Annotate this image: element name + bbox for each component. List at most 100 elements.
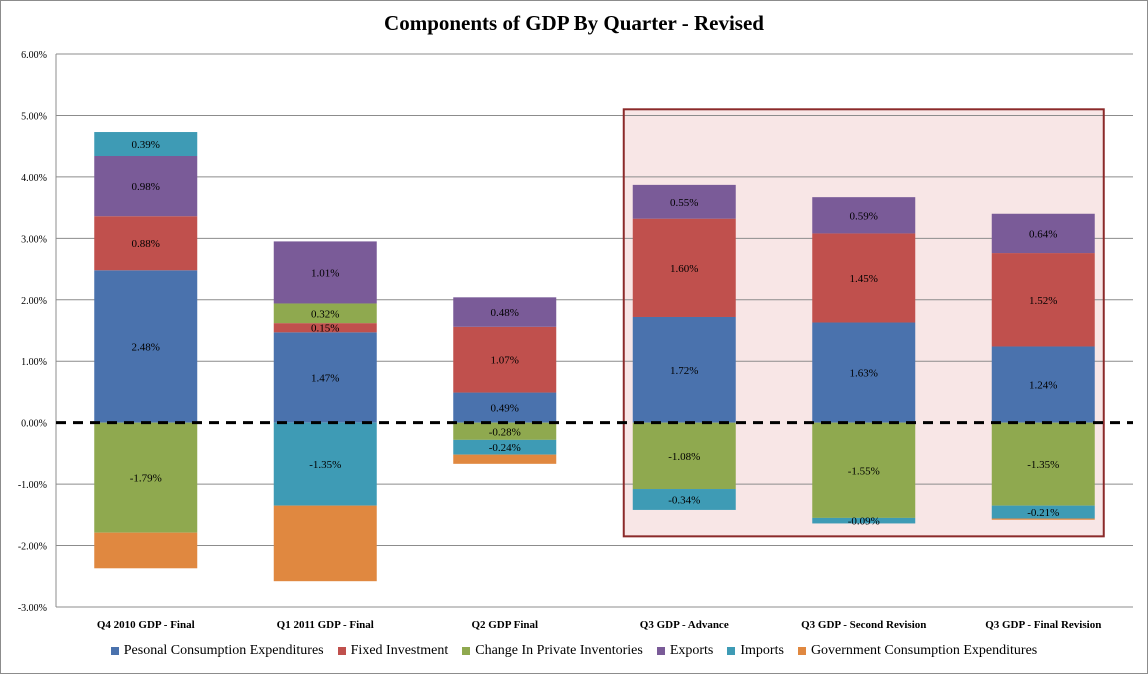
data-label: -1.08% — [668, 451, 700, 463]
bar-segment — [812, 322, 916, 423]
data-label: 0.32% — [311, 308, 339, 320]
bar-segment — [453, 454, 557, 464]
bar-segment — [453, 326, 557, 393]
legend-swatch — [110, 647, 119, 655]
bar-segment — [94, 270, 198, 423]
data-label: 0.49% — [491, 403, 519, 415]
bar-segment — [991, 253, 1095, 347]
x-tick-label: Q4 2010 GDP - Final — [97, 619, 195, 631]
bar-segment — [453, 422, 557, 440]
bar-segment — [94, 155, 198, 217]
bar-segment — [991, 346, 1095, 423]
x-tick-label: Q3 GDP - Second Revision — [801, 619, 926, 631]
bar-segment — [273, 303, 377, 324]
data-label: 0.48% — [491, 307, 519, 319]
legend-swatch — [656, 647, 665, 655]
data-label: -0.34% — [668, 494, 700, 506]
y-tick-label: -1.00% — [18, 480, 47, 491]
data-label: 0.59% — [850, 210, 878, 222]
y-tick-label: 3.00% — [21, 234, 47, 245]
legend-swatch — [797, 647, 806, 655]
bar-segment — [991, 518, 1095, 520]
y-tick-label: 5.00% — [21, 111, 47, 122]
y-tick-label: 4.00% — [21, 173, 47, 184]
bar-segment — [94, 532, 198, 569]
legend-swatch — [727, 647, 736, 655]
legend-label: Government Consumption Expenditures — [810, 643, 1038, 658]
data-label: -1.35% — [309, 459, 341, 471]
data-label: 1.63% — [850, 368, 878, 380]
legend-item: Government Consumption Expenditures — [797, 643, 1038, 659]
legend-label: Change In Private Inventories — [475, 643, 643, 658]
data-label: 1.24% — [1029, 380, 1057, 392]
highlight-box-border — [622, 108, 1105, 538]
data-label: -1.55% — [848, 465, 880, 477]
bar-segment — [991, 422, 1095, 506]
y-tick-label: 2.00% — [21, 296, 47, 307]
bar-segment — [632, 422, 736, 490]
data-label: 1.52% — [1029, 295, 1057, 307]
legend: Pesonal Consumption Expenditures Fixed In… — [1, 643, 1147, 659]
bar-segment — [453, 439, 557, 455]
bar-segment — [991, 505, 1095, 519]
legend-item: Change In Private Inventories — [462, 643, 643, 659]
bar-segment — [812, 422, 916, 518]
data-label: -0.09% — [848, 516, 880, 528]
data-label: -0.24% — [489, 442, 521, 454]
x-tick-label: Q3 GDP - Final Revision — [985, 619, 1101, 631]
legend-label: Imports — [740, 643, 784, 658]
legend-swatch — [337, 647, 346, 655]
y-tick-label: -3.00% — [18, 603, 47, 614]
data-label: -0.21% — [1027, 507, 1059, 519]
x-tick-label: Q2 GDP Final — [471, 619, 538, 631]
data-label: 1.47% — [311, 373, 339, 385]
data-label: 1.72% — [670, 365, 698, 377]
y-tick-label: 0.00% — [21, 419, 47, 430]
chart-title: Components of GDP By Quarter - Revised — [384, 11, 764, 35]
data-label: -0.28% — [489, 426, 521, 438]
data-label: 1.60% — [670, 263, 698, 275]
bar-segment — [453, 392, 557, 423]
bar-segment — [632, 184, 736, 219]
bar-segment — [812, 197, 916, 234]
data-label: 0.39% — [132, 139, 160, 151]
legend-label: Fixed Investment — [350, 643, 449, 658]
x-tick-label: Q1 2011 GDP - Final — [277, 619, 374, 631]
data-label: 0.98% — [132, 181, 160, 193]
bar-segment — [94, 216, 198, 271]
data-label: 1.45% — [850, 273, 878, 285]
bar-segment — [94, 422, 198, 533]
legend-item: Exports — [656, 643, 714, 659]
y-tick-label: 1.00% — [21, 357, 47, 368]
bar-segment — [812, 233, 916, 323]
legend-item: Pesonal Consumption Expenditures — [110, 643, 324, 659]
data-label: 1.07% — [491, 355, 519, 367]
data-label: 2.48% — [132, 341, 160, 353]
bar-segment — [273, 422, 377, 506]
legend-label: Pesonal Consumption Expenditures — [123, 643, 324, 658]
bar-segment — [991, 213, 1095, 254]
legend-item: Fixed Investment — [337, 643, 449, 659]
data-label: -1.79% — [130, 473, 162, 485]
data-label: 0.15% — [311, 323, 339, 335]
bar-segment — [632, 218, 736, 317]
data-label: -1.35% — [1027, 459, 1059, 471]
bar-segment — [632, 316, 736, 423]
y-tick-label: -2.00% — [18, 542, 47, 553]
legend-item: Imports — [727, 643, 784, 659]
legend-label: Exports — [669, 643, 714, 658]
bar-segment — [273, 241, 377, 304]
bar-segment — [453, 297, 557, 327]
data-label: 0.64% — [1029, 228, 1057, 240]
y-tick-label: 6.00% — [21, 50, 47, 61]
bar-segment — [273, 332, 377, 423]
bar-segment — [273, 505, 377, 582]
data-label: 0.55% — [670, 197, 698, 209]
data-label: 0.88% — [132, 238, 160, 250]
bar-segment — [632, 489, 736, 510]
data-label: 1.01% — [311, 267, 339, 279]
bar-segment — [94, 132, 198, 156]
legend-swatch — [462, 647, 471, 655]
bar-segment — [273, 323, 377, 333]
